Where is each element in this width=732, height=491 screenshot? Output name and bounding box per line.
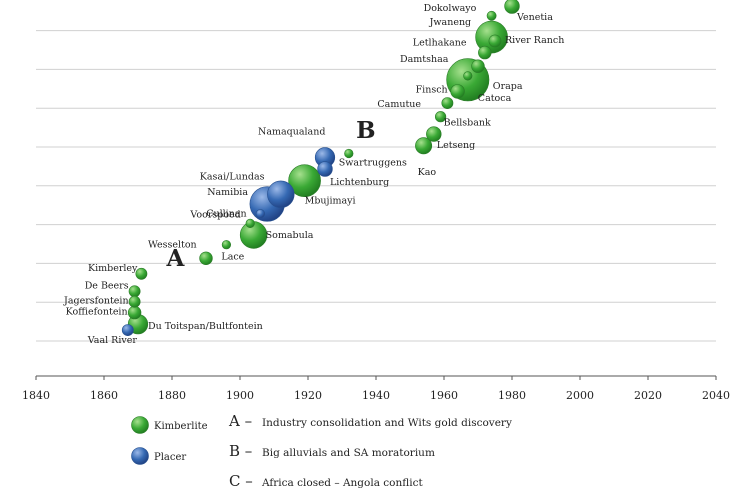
label-dokolwayo: Dokolwayo: [424, 3, 477, 14]
x-tick-label: 1900: [226, 389, 254, 402]
legend-phase-letter-b: B –: [229, 442, 252, 460]
label-jwaneng: Jwaneng: [429, 17, 472, 28]
label-koffiefontein: Koffiefontein: [66, 307, 128, 318]
legend-phase-text-b: Big alluvials and SA moratorium: [262, 447, 435, 459]
legend-marker-placer: [131, 447, 149, 465]
label-bellsbank: Bellsbank: [444, 118, 491, 129]
bubble-cullinan: [245, 218, 255, 228]
bubble-camutue: [441, 97, 454, 109]
phase-letter-a: A: [165, 245, 185, 272]
point-labels: Kimberley De Beers JagersfonteinKoffiefont…: [63, 3, 564, 346]
legend-label-placer: Placer: [154, 452, 186, 463]
label-namaqualand: Namaqualand: [258, 126, 325, 137]
label-jagersfontein: Jagersfontein: [63, 296, 129, 307]
label-kimberley: Kimberley: [88, 263, 138, 274]
bubble-damtshaa: [471, 59, 485, 73]
bubble-kimberley: [135, 267, 148, 280]
bubble-venetia: [504, 0, 520, 14]
bubble-letseng: [426, 126, 442, 142]
bubble-kasai-lundas: [267, 180, 295, 209]
x-tick-label: 1980: [498, 389, 526, 402]
bubble-river-ranch: [488, 34, 502, 48]
legend-marker-kimberlite: [131, 416, 149, 434]
bubble-koffiefontein: [127, 305, 142, 320]
label-kasai-lundas: Kasai/Lundas: [200, 171, 265, 182]
label-namibia: Namibia: [207, 187, 248, 198]
label-letlhakane: Letlhakane: [413, 38, 467, 49]
bubble-vaal-river: [121, 324, 134, 336]
bubble-lace: [221, 240, 231, 250]
x-tick-label: 1920: [294, 389, 322, 402]
x-tick-label: 2000: [566, 389, 594, 402]
bubble-voorspoed: [255, 209, 266, 219]
x-tick-label: 1860: [90, 389, 118, 402]
label-damtshaa: Damtshaa: [400, 54, 449, 65]
label-lace: Lace: [221, 252, 244, 263]
x-tick-label: 1840: [22, 389, 50, 402]
bubble-catoca: [463, 71, 473, 81]
label-lichtenburg: Lichtenburg: [330, 177, 389, 188]
legend-phase-text-a: Industry consolidation and Wits gold dis…: [262, 417, 512, 429]
label-wesselton: Wesselton: [148, 239, 197, 250]
label-orapa: Orapa: [493, 81, 523, 92]
bubble-jagersfontein: [128, 295, 141, 308]
legend-label-kimberlite: Kimberlite: [154, 421, 208, 432]
x-axis-ticks: 1840 1860 1880 1900 1920 1940 1960 1980 2000 2020…: [22, 376, 730, 402]
label-venetia: Venetia: [516, 12, 553, 23]
x-tick-label: 1940: [362, 389, 390, 402]
legend: Kimberlite Placer A – Industry consolidatio…: [131, 412, 512, 490]
x-tick-label: 2040: [702, 389, 730, 402]
phase-letter-c: C: [554, 0, 572, 2]
label-letseng: Letseng: [437, 140, 475, 151]
bubble-swartruggens: [344, 148, 354, 159]
label-voorspoed: Voorspoed: [189, 210, 240, 221]
bubble-finsch: [450, 84, 465, 99]
label-vaal-river: Vaal River: [87, 335, 138, 346]
x-tick-label: 1960: [430, 389, 458, 402]
label-camutue: Camutue: [377, 99, 421, 110]
label-somabula: Somabula: [266, 230, 314, 241]
label-mbujimayi: Mbujimayi: [305, 196, 356, 207]
x-tick-label: 2020: [634, 389, 662, 402]
phase-letters: A B C: [165, 0, 572, 272]
label-river-ranch: River Ranch: [505, 35, 564, 46]
bubble-wesselton: [199, 251, 213, 265]
bubble-kao: [415, 137, 433, 155]
bubble-lichtenburg: [317, 161, 333, 177]
bubble-dokolwayo: [486, 10, 497, 21]
label-finsch: Finsch: [416, 84, 448, 95]
gridlines: [36, 30, 716, 342]
label-du-toitspan-bultfontein: Du Toitspan/Bultfontein: [148, 321, 263, 332]
legend-phase-letter-c: C –: [229, 472, 253, 490]
bubble-de-beers: [128, 285, 141, 298]
bubble-mbujimayi: [288, 164, 321, 197]
label-catoca: Catoca: [478, 93, 512, 104]
bubble-bellsbank: [435, 111, 447, 123]
label-de-beers: De Beers: [85, 280, 129, 291]
legend-phase-letter-a: A –: [228, 412, 252, 430]
legend-phase-text-c: Africa closed – Angola conflict: [261, 477, 424, 489]
x-tick-label: 1880: [158, 389, 186, 402]
phase-letter-b: B: [356, 117, 375, 144]
label-kao: Kao: [418, 167, 437, 178]
bubble-letlhakane: [478, 45, 492, 60]
label-swartruggens: Swartruggens: [339, 158, 407, 169]
data-points: [121, 0, 520, 336]
label-cullinan: Cullinan: [206, 208, 246, 219]
